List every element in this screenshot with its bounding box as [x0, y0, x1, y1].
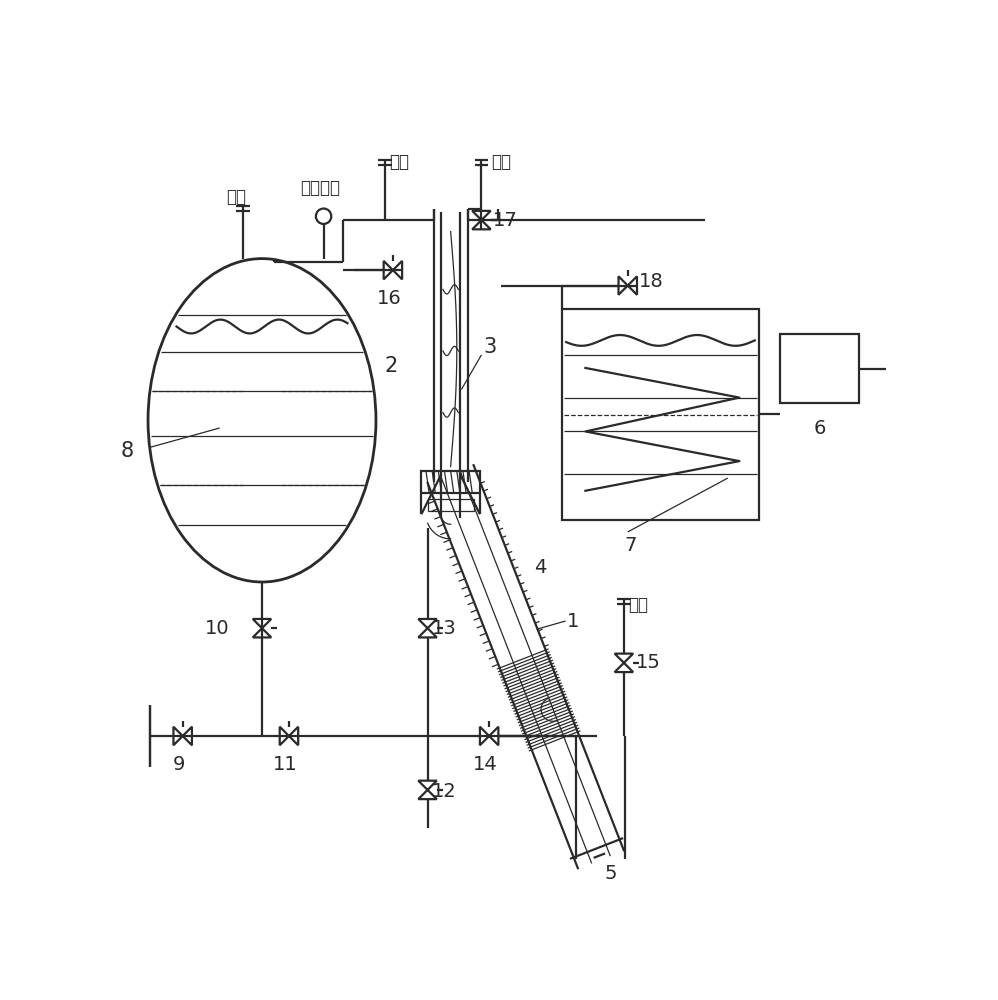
Text: 4: 4 [534, 558, 546, 577]
Text: 排空: 排空 [491, 153, 511, 171]
Text: 18: 18 [640, 272, 664, 291]
Text: 排空: 排空 [389, 153, 409, 171]
Text: 排空: 排空 [628, 596, 648, 614]
Text: 10: 10 [205, 619, 230, 638]
Text: 16: 16 [376, 289, 401, 308]
Text: 1: 1 [567, 612, 580, 631]
Text: 压力测点: 压力测点 [299, 179, 339, 197]
Text: 17: 17 [493, 211, 518, 230]
Text: 3: 3 [483, 337, 496, 357]
Text: 14: 14 [473, 755, 498, 774]
Text: 13: 13 [431, 619, 456, 638]
Text: 11: 11 [272, 755, 297, 774]
Text: 12: 12 [431, 782, 456, 801]
Text: 6: 6 [813, 419, 825, 438]
Text: 9: 9 [173, 755, 185, 774]
Text: 7: 7 [624, 536, 637, 555]
Text: 5: 5 [605, 864, 617, 883]
Text: 排空: 排空 [227, 188, 247, 206]
Text: 15: 15 [636, 653, 661, 672]
Text: 8: 8 [121, 441, 134, 461]
Text: 2: 2 [385, 356, 398, 376]
